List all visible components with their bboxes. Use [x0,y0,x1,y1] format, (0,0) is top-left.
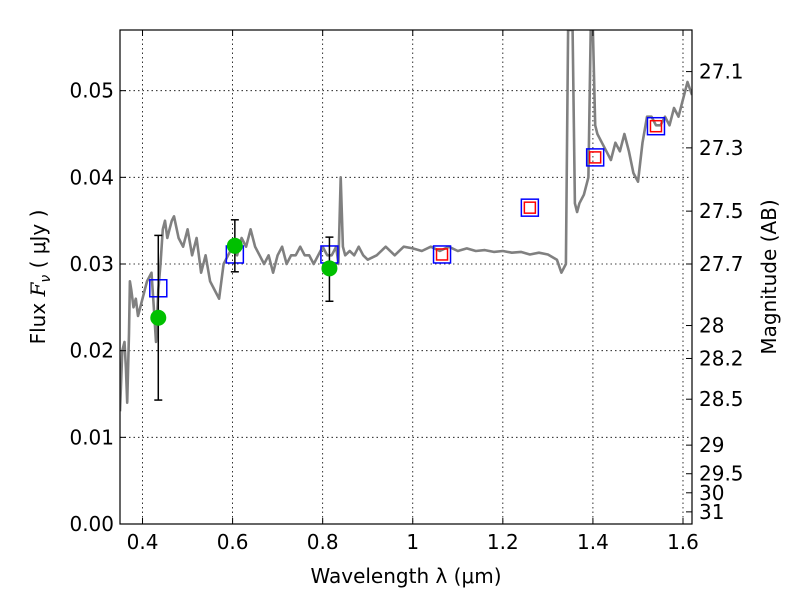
y2-axis-title: Magnitude (AB) [757,199,781,354]
model-photometry-inner-square [523,201,537,214]
data-layer [120,30,692,412]
y2-tick-label: 29.5 [699,462,744,486]
y-tick-label: 0.04 [69,165,114,189]
y-axis-title-suffix: ( μJy ) [26,210,50,275]
observed-photometry-point [226,237,243,254]
model-photometry-square [585,148,605,167]
model-photometry-inner-square [649,119,663,133]
model-photometry-square [646,116,666,136]
y2-tick-label: 29 [699,433,724,457]
y-tick-label: 0.01 [69,425,114,449]
axis-ticks [120,30,692,525]
model-photometry-inner-square [588,151,602,164]
y-tick-label: 0.03 [69,252,114,276]
x-tick-label: 0.8 [307,530,339,554]
model-photometry-square [432,245,452,264]
x-tick-label: 0.4 [127,530,159,554]
y2-tick-label: 28.5 [699,387,744,411]
y2-tick-label: 27.5 [699,199,744,223]
y-tick-label: 0.00 [69,512,114,536]
grid-lines [120,30,692,524]
y-tick-label: 0.05 [69,79,114,103]
y2-tick-label: 28.2 [699,346,744,370]
observed-photometry-point [150,309,167,326]
y2-tick-label: 31 [699,500,724,524]
y2-tick-label: 27.1 [699,60,744,84]
y-axis-title-prefix: Flux [26,296,50,344]
x-tick-label: 1 [406,530,419,554]
model-photometry-inner-square [435,248,449,261]
x-tick-label: 1.4 [577,530,609,554]
tick-labels: 0.4 0.6 0.8 1 1.2 1.4 1.6 0.00 0.01 0.02 0.03 0.04 0… [69,60,743,554]
y2-tick-label: 27.3 [699,136,744,160]
y2-tick-label: 27.7 [699,252,744,276]
model-photometry-square [520,198,540,217]
spectrum-line [120,30,692,412]
y2-tick-label: 30 [699,481,724,505]
y-axis-title-subscript: ν [38,275,54,283]
x-tick-label: 0.6 [217,530,249,554]
x-tick-label: 1.2 [487,530,519,554]
plot-frame [119,29,693,525]
x-axis-title: Wavelength λ (μm) [310,564,501,588]
y-axis-title: Flux Fν ( μJy ) [26,210,54,345]
y-tick-label: 0.02 [69,339,114,363]
x-tick-label: 1.6 [667,530,699,554]
observed-photometry-point [321,260,338,277]
y-axis-title-symbol: F [26,281,50,297]
y2-tick-label: 28 [699,314,724,338]
